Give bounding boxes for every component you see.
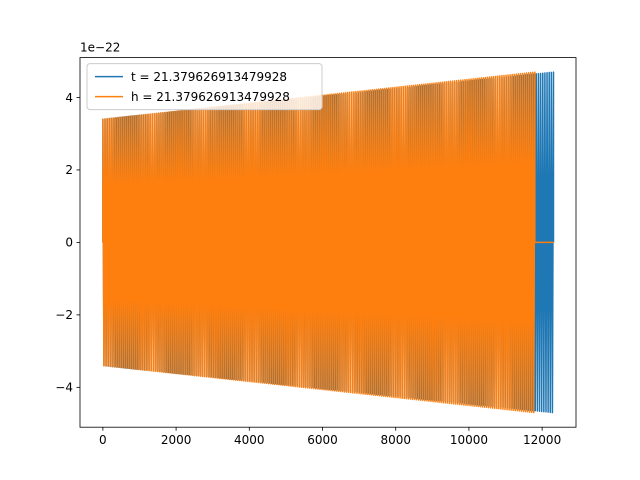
plot-area bbox=[102, 71, 555, 414]
legend: t = 21.379626913479928 h = 21.37962691347… bbox=[86, 63, 323, 111]
y-tick-label: −4 bbox=[55, 381, 73, 395]
x-tick-label: 0 bbox=[99, 433, 107, 447]
x-axis: 0 2000 4000 6000 8000 10000 12000 bbox=[99, 427, 561, 447]
x-tick-label: 8000 bbox=[380, 433, 411, 447]
series-line-h bbox=[102, 71, 554, 414]
y-tick-label: 4 bbox=[65, 91, 73, 105]
x-tick-label: 4000 bbox=[234, 433, 265, 447]
x-tick-label: 12000 bbox=[523, 433, 561, 447]
y-tick-label: 0 bbox=[65, 236, 73, 250]
y-tick-label: 2 bbox=[65, 163, 73, 177]
x-tick-label: 10000 bbox=[450, 433, 488, 447]
legend-box bbox=[86, 63, 323, 111]
y-axis: −4 −2 0 2 4 bbox=[55, 91, 80, 395]
legend-label: h = 21.379626913479928 bbox=[131, 90, 290, 104]
y-scale-offset-label: 1e−22 bbox=[80, 41, 120, 55]
y-tick-label: −2 bbox=[55, 308, 73, 322]
x-tick-label: 2000 bbox=[161, 433, 192, 447]
x-tick-label: 6000 bbox=[307, 433, 338, 447]
legend-label: t = 21.379626913479928 bbox=[131, 70, 287, 84]
